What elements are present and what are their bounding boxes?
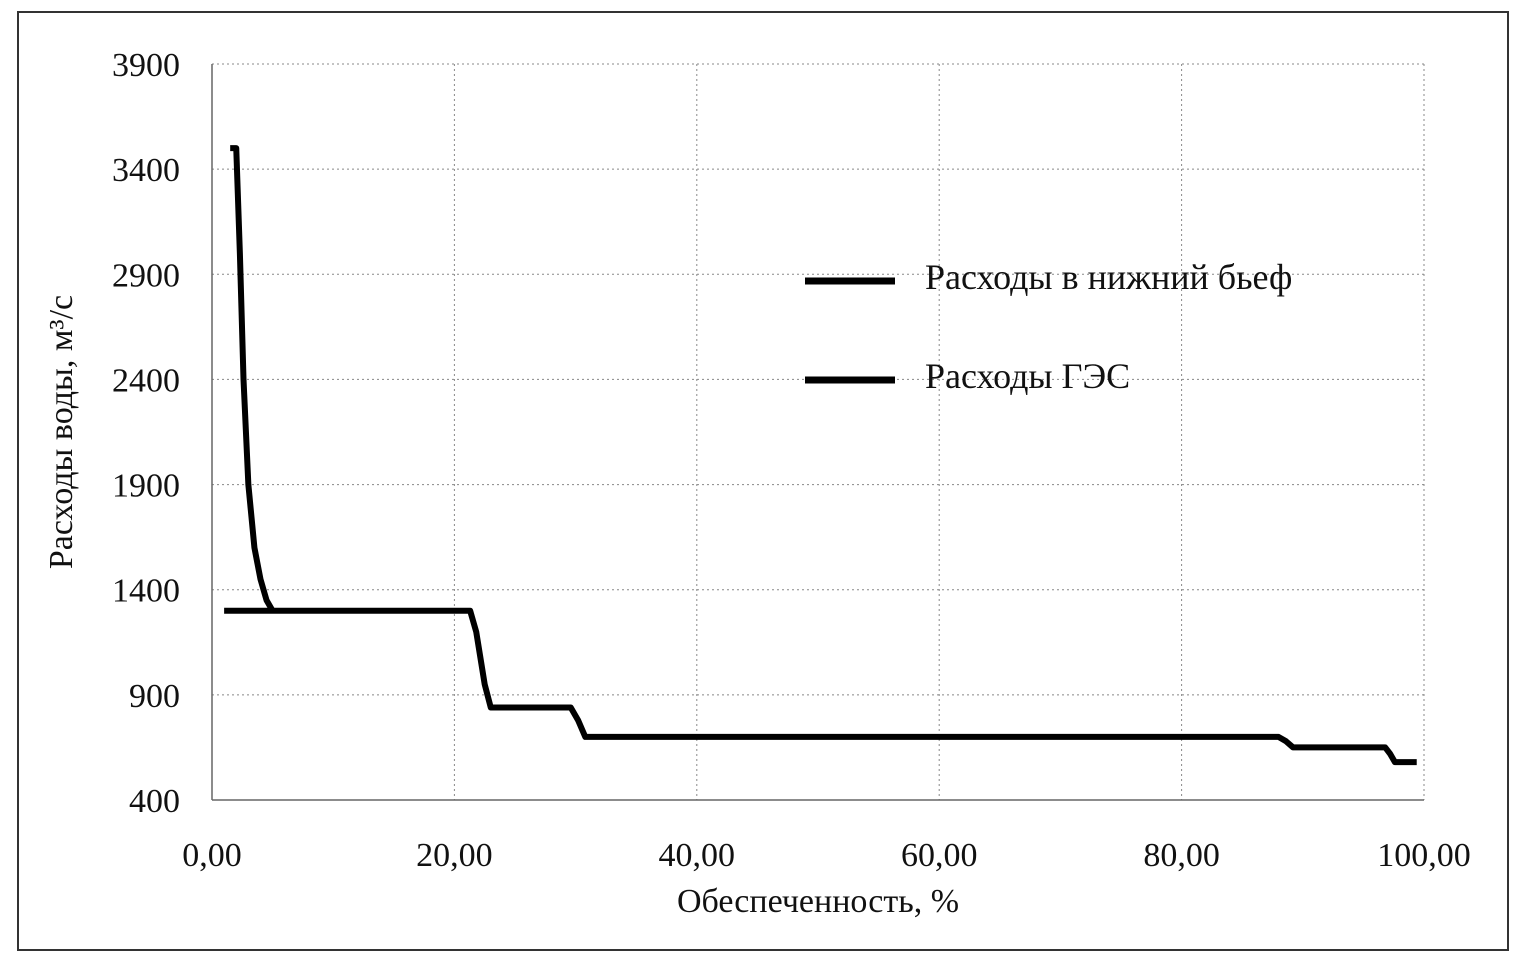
x-tick-label: 100,00 (1377, 837, 1471, 874)
legend-label: Расходы ГЭС (925, 356, 1131, 396)
y-tick-label: 2900 (112, 257, 180, 294)
x-tick-label: 60,00 (901, 837, 978, 874)
x-tick-label: 20,00 (416, 837, 493, 874)
y-tick-label: 400 (129, 783, 180, 820)
line (224, 607, 1417, 766)
y-tick-label: 1900 (112, 468, 180, 505)
x-tick-label: 40,00 (659, 837, 736, 874)
chart-border (17, 11, 1509, 951)
y-tick-label: 2400 (112, 362, 180, 399)
legend-label: Расходы в нижний бьеф (925, 257, 1293, 297)
y-tick-label: 3400 (112, 152, 180, 189)
y-tick-label: 1400 (112, 573, 180, 610)
x-tick-label: 80,00 (1143, 837, 1220, 874)
x-tick-label: 0,00 (182, 837, 242, 874)
y-axis-title: Расходы воды, м³/с (43, 295, 80, 569)
y-tick-label: 3900 (112, 47, 180, 84)
x-axis-title: Обеспеченность, % (677, 883, 959, 920)
y-tick-label: 900 (129, 678, 180, 715)
line (230, 145, 276, 613)
